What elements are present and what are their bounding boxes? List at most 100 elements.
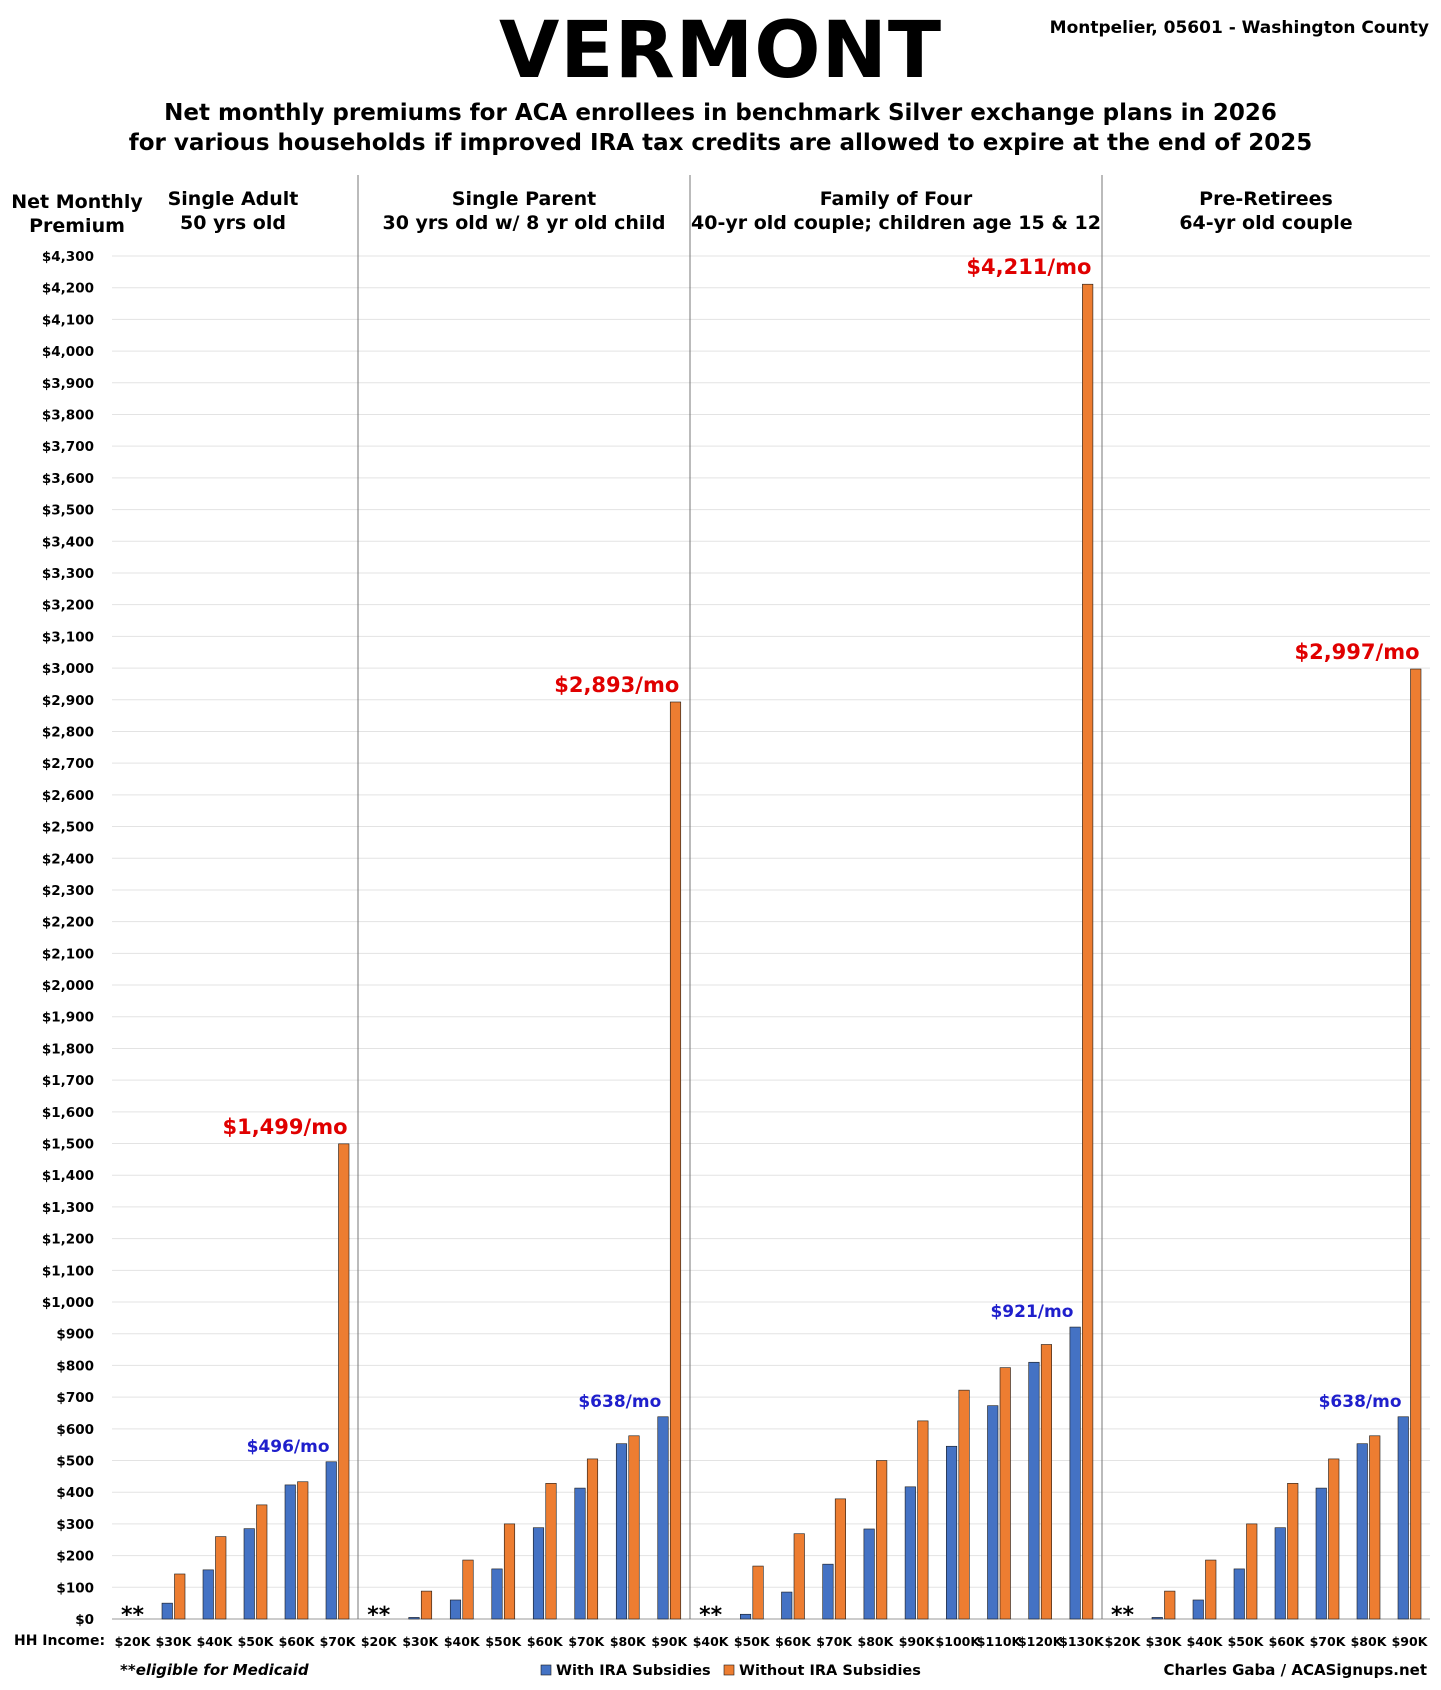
max-without-ira-label: $1,499/mo <box>222 1115 347 1139</box>
bar-with-ira <box>325 1461 337 1620</box>
panel-title: Family of Four <box>820 188 973 210</box>
medicaid-marker: ** <box>1111 1603 1135 1628</box>
bar-with-ira <box>615 1443 628 1620</box>
y-tick-label: $900 <box>56 1327 94 1343</box>
y-tick-label: $3,700 <box>42 439 94 455</box>
panel-subtitle: 64-yr old couple <box>1179 212 1352 234</box>
bar-with-ira <box>657 1416 669 1620</box>
x-tick-label: $120K <box>1018 1634 1064 1649</box>
x-tick-label: $40K <box>1187 1634 1224 1649</box>
panel-title: Pre-Retirees <box>1199 188 1333 210</box>
panel-title: Single Parent <box>452 188 596 210</box>
bar-with-ira <box>822 1563 834 1620</box>
x-tick-label: $50K <box>238 1634 275 1649</box>
bar-without-ira <box>999 1367 1011 1620</box>
medicaid-marker: ** <box>121 1603 145 1628</box>
y-tick-label: $2,200 <box>42 915 94 931</box>
bar-with-ira <box>491 1568 503 1620</box>
y-axis-title-line-1: Net Monthly <box>11 191 143 213</box>
medicaid-marker: ** <box>367 1603 391 1628</box>
max-with-ira-label: $638/mo <box>578 1392 661 1412</box>
bar-without-ira <box>1040 1344 1052 1620</box>
x-tick-label: $40K <box>444 1634 481 1649</box>
y-tick-label: $3,300 <box>42 566 94 582</box>
y-tick-label: $4,200 <box>42 281 94 297</box>
bar-without-ira <box>503 1523 516 1620</box>
bar-without-ira <box>586 1458 599 1620</box>
x-tick-label: $90K <box>1392 1634 1429 1649</box>
bar-with-ira <box>1151 1617 1163 1620</box>
bar-without-ira <box>297 1481 309 1620</box>
panel-subtitle: 30 yrs old w/ 8 yr old child <box>382 212 665 234</box>
bar-without-ira <box>256 1504 268 1620</box>
bar-without-ira <box>1287 1483 1299 1620</box>
bar-without-ira <box>1328 1458 1340 1620</box>
y-tick-label: $1,400 <box>42 1168 94 1184</box>
y-tick-label: $2,100 <box>42 946 94 962</box>
x-tick-label: $30K <box>156 1634 193 1649</box>
x-tick-label: $20K <box>1105 1634 1142 1649</box>
y-tick-label: $1,100 <box>42 1263 94 1279</box>
x-tick-label: $30K <box>402 1634 439 1649</box>
bar-without-ira <box>338 1143 350 1620</box>
y-tick-label: $200 <box>56 1549 94 1565</box>
bar-with-ira <box>904 1486 916 1620</box>
x-tick-label: $50K <box>734 1634 771 1649</box>
x-tick-label: $60K <box>1269 1634 1306 1649</box>
max-with-ira-label: $921/mo <box>990 1302 1073 1322</box>
legend-swatch-with-ira <box>540 1664 552 1676</box>
bar-with-ira <box>863 1528 875 1620</box>
legend-label-with-ira: With IRA Subsidies <box>556 1663 711 1679</box>
bar-without-ira <box>1410 668 1422 1620</box>
bar-without-ira <box>420 1590 433 1620</box>
y-tick-label: $4,000 <box>42 344 94 360</box>
y-tick-label: $1,500 <box>42 1137 94 1153</box>
x-tick-label: $80K <box>1351 1634 1388 1649</box>
x-tick-label: $30K <box>1146 1634 1183 1649</box>
bar-with-ira <box>945 1445 958 1620</box>
bar-with-ira <box>202 1569 214 1620</box>
x-tick-label: $40K <box>197 1634 234 1649</box>
y-tick-label: $2,700 <box>42 756 94 772</box>
y-tick-label: $600 <box>56 1422 94 1438</box>
bar-without-ira <box>1164 1590 1176 1620</box>
x-tick-label: $80K <box>858 1634 895 1649</box>
y-tick-label: $700 <box>56 1390 94 1406</box>
credit-label: Charles Gaba / ACASignups.net <box>1163 1661 1427 1679</box>
y-tick-label: $1,800 <box>42 1041 94 1057</box>
x-tick-label: $90K <box>899 1634 936 1649</box>
x-tick-label: $90K <box>651 1634 688 1649</box>
bar-without-ira <box>793 1533 805 1620</box>
x-tick-label: $60K <box>279 1634 316 1649</box>
subtitle-line-2: for various households if improved IRA t… <box>128 130 1313 156</box>
bar-with-ira <box>574 1487 586 1620</box>
bar-with-ira <box>1397 1416 1409 1620</box>
panel-title: Single Adult <box>168 188 299 210</box>
max-with-ira-label: $496/mo <box>247 1437 330 1457</box>
bar-without-ira <box>174 1573 186 1620</box>
bar-with-ira <box>1233 1568 1245 1620</box>
y-tick-label: $2,000 <box>42 978 94 994</box>
panel-subtitle: 40-yr old couple; children age 15 & 12 <box>691 212 1101 234</box>
bar-with-ira <box>1192 1599 1204 1620</box>
bar-with-ira <box>284 1484 296 1620</box>
y-tick-label: $3,100 <box>42 629 94 645</box>
x-tick-label: $50K <box>485 1634 522 1649</box>
bar-without-ira <box>1205 1559 1217 1620</box>
y-tick-label: $1,700 <box>42 1073 94 1089</box>
y-tick-label: $2,600 <box>42 788 94 804</box>
bar-without-ira <box>215 1536 227 1620</box>
bar-with-ira <box>1028 1361 1040 1620</box>
bar-without-ira <box>834 1498 847 1620</box>
bar-with-ira <box>987 1405 999 1620</box>
y-tick-label: $4,300 <box>42 249 94 265</box>
max-without-ira-label: $2,997/mo <box>1294 640 1419 664</box>
y-tick-label: $2,900 <box>42 693 94 709</box>
bar-without-ira <box>1082 283 1094 1620</box>
x-tick-label: $60K <box>527 1634 564 1649</box>
y-tick-label: $3,500 <box>42 503 94 519</box>
bar-without-ira <box>1369 1435 1381 1620</box>
bar-without-ira <box>669 701 682 1620</box>
bar-with-ira <box>243 1528 255 1620</box>
